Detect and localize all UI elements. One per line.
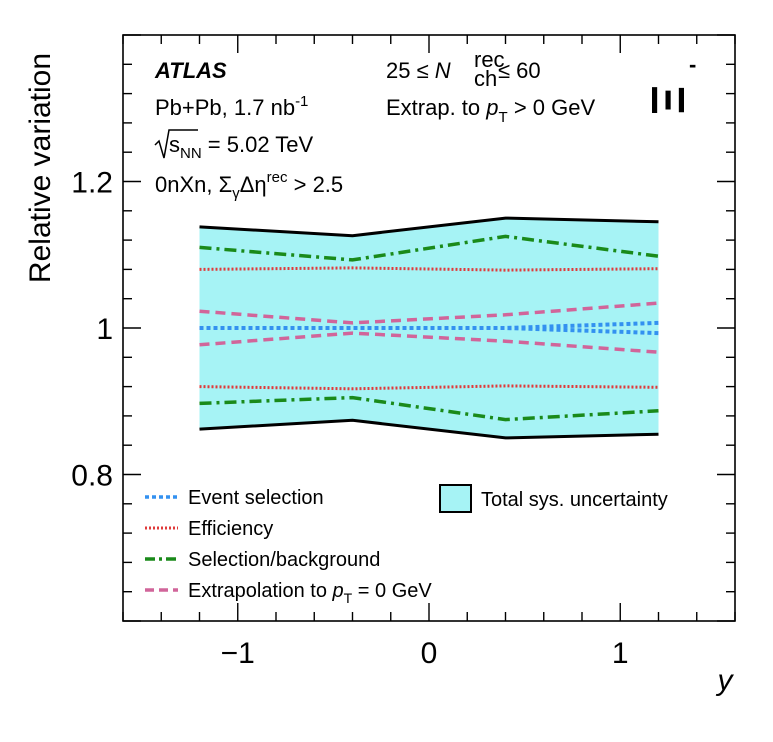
total-band-lower-edge (199, 418, 659, 440)
sqrt-s-text: s (169, 132, 180, 157)
gap-sub: γ (232, 185, 240, 202)
gap-suffix: > 2.5 (288, 172, 344, 197)
mult-right: ≤ 60 (498, 58, 541, 83)
y-tick-label: 0.8 (71, 460, 113, 493)
band-layer (199, 216, 659, 440)
legend-extrap-suffix: = 0 GeV (352, 580, 432, 602)
particle-label: Ξ - (642, 52, 696, 115)
extrap-sub: T (499, 109, 508, 126)
x-axis-title: y (716, 664, 735, 697)
x-tick-label: 1 (612, 637, 629, 670)
multiplicity-label: 25 ≤ N rec ch ≤ 60 (386, 47, 541, 91)
svg-text:sNN = 5.02 TeV: sNN = 5.02 TeV (169, 132, 314, 162)
legend-label-total: Total sys. uncertainty (481, 489, 668, 511)
sqrt-symbol (154, 129, 198, 159)
system-exponent: -1 (295, 93, 308, 110)
legend-label-extrapolation: Extrapolation to pT = 0 GeV (188, 580, 432, 606)
series-layer (199, 234, 659, 422)
y-tick-label: 1 (96, 313, 113, 346)
series-efficiency-upper (199, 266, 659, 272)
svg-text:25 ≤ N: 25 ≤ N (386, 58, 451, 83)
x-tick-label: −1 (221, 637, 255, 670)
gap-sup: rec (267, 169, 288, 186)
energy-text: = 5.02 TeV (202, 132, 314, 157)
gap-prefix: 0nXn, Σ (155, 172, 232, 197)
particle-symbol: Ξ (642, 85, 694, 115)
y-tick-label: 1.2 (71, 167, 113, 200)
legend-label-efficiency: Efficiency (188, 518, 273, 540)
x-tick-label: 0 (421, 637, 438, 670)
mult-sub: ch (474, 66, 497, 91)
legend-swatch-total (439, 484, 472, 513)
legend-extrap-sub: T (344, 590, 353, 606)
sqrt-s-subscript: NN (180, 145, 202, 162)
legend-label-selection-background: Selection/background (188, 549, 380, 571)
mult-sup: rec (474, 47, 505, 72)
extrap-suffix: > 0 GeV (508, 95, 596, 120)
total-band-upper-edge (199, 216, 659, 238)
system-text: Pb+Pb, 1.7 nb (155, 95, 295, 120)
legend-extrap-p: p (332, 580, 344, 602)
extrap-label: Extrap. to pT > 0 GeV (386, 95, 595, 126)
system-label: Pb+Pb, 1.7 nb-1 (155, 93, 308, 120)
tick-layer: 0.8 1 1.2 −1 0 1 (71, 34, 736, 670)
total-uncertainty-band (199, 218, 659, 438)
legend-label-event-selection: Event selection (188, 487, 324, 509)
mult-left: 25 ≤ (386, 58, 435, 83)
series-selection-background-upper (199, 234, 659, 262)
series-efficiency-lower (199, 384, 659, 391)
extrap-p: p (485, 95, 498, 120)
series-extrapolation-to-p-t-0-gev-lower (199, 331, 659, 354)
atlas-label: ATLAS (154, 58, 227, 83)
particle-charge: - (689, 52, 696, 77)
gap-mid: Δη (240, 172, 267, 197)
series-selection-background-lower (199, 395, 659, 422)
series-extrapolation-to-p-t-0-gev-upper (199, 301, 659, 325)
sqrt-s-label: sNN = 5.02 TeV (154, 129, 314, 162)
extrap-prefix: Extrap. to (386, 95, 486, 120)
y-axis-title: Relative variation (24, 53, 57, 283)
mult-N: N (435, 58, 451, 83)
gap-label: 0nXn, ΣγΔηrec > 2.5 (155, 169, 343, 202)
legend-extrap-prefix: Extrapolation to (188, 580, 333, 602)
legend: Event selection Efficiency Selection/bac… (145, 484, 668, 606)
